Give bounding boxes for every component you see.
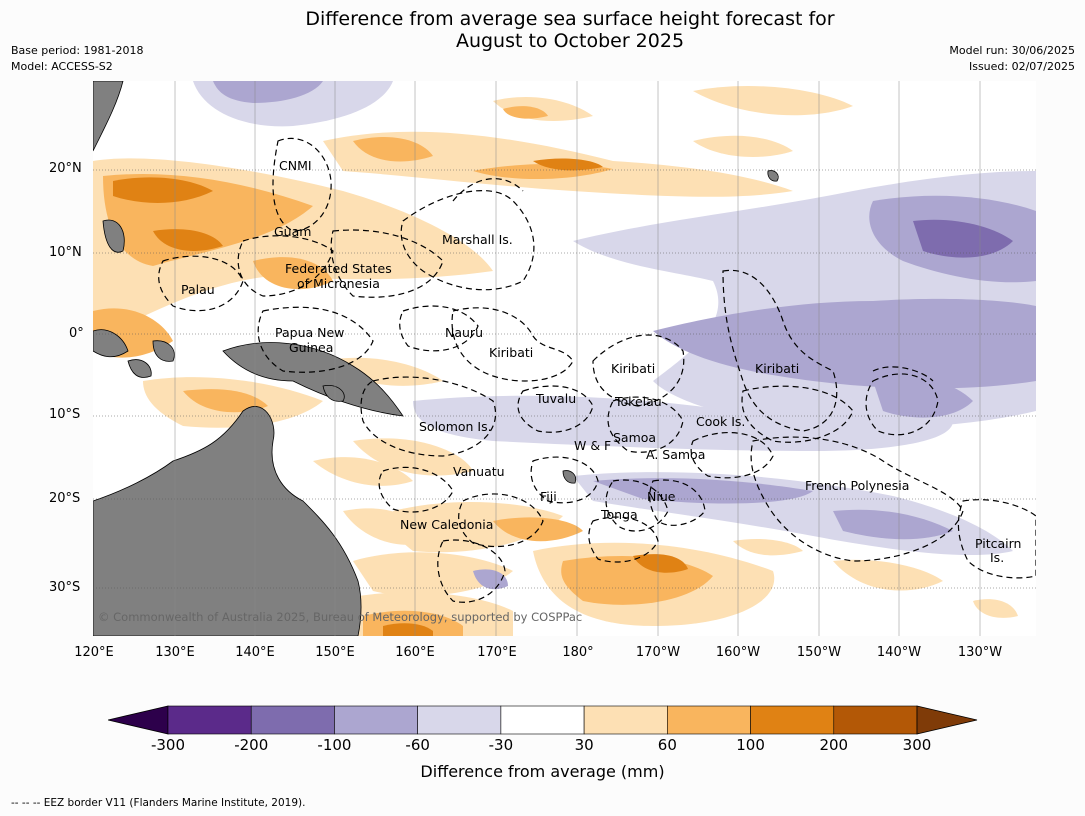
map-title: Difference from average sea surface heig… (220, 8, 920, 52)
label-kiribati-central: Kiribati (611, 361, 655, 376)
label-fiji: Fiji (540, 489, 557, 504)
colorbar-tick-label: -200 (234, 736, 269, 754)
lat-label-20s: 20°S (49, 491, 81, 506)
lon-label-170e: 170°E (477, 645, 517, 660)
lat-label-10s: 10°S (49, 407, 81, 422)
lat-label-0: 0° (69, 326, 84, 341)
label-vanuatu: Vanuatu (453, 464, 505, 479)
colorbar-tick-label: 100 (736, 736, 765, 754)
colorbar (108, 705, 978, 735)
colorbar-tick-label: 300 (902, 736, 932, 754)
lon-label-120e: 120°E (74, 645, 114, 660)
lon-label-170w: 170°W (635, 645, 681, 660)
colorbar-tick-label: 200 (819, 736, 849, 754)
meta-right: Model run: 30/06/2025 Issued: 02/07/2025 (949, 43, 1075, 75)
label-fsm-2: of Micronesia (297, 276, 380, 291)
label-palau: Palau (181, 282, 215, 297)
label-french-polynesia: French Polynesia (805, 478, 909, 493)
lat-label-10n: 10°N (49, 245, 82, 260)
lat-label-30s: 30°S (49, 580, 81, 595)
issued-date: Issued: 02/07/2025 (968, 60, 1075, 73)
colorbar-segment (583, 705, 668, 735)
label-pitcairn-2: Is. (990, 550, 1004, 565)
colorbar-segment (750, 705, 835, 735)
graticule (93, 169, 1036, 589)
colorbar-segment (667, 705, 751, 735)
lon-label-160e: 160°E (395, 645, 435, 660)
colorbar-segment (500, 705, 585, 735)
meridians (174, 81, 981, 636)
eez-borders (158, 137, 1036, 603)
label-pitcairn-1: Pitcairn (975, 536, 1021, 551)
label-cnmi: CNMI (279, 158, 312, 173)
positive-anomaly-fields (93, 86, 1018, 636)
label-wf: W & F (574, 438, 611, 453)
label-tokelau: Tokelau (614, 394, 662, 409)
colorbar-tick-label: -30 (488, 736, 514, 754)
colorbar-tick-label: -300 (150, 736, 186, 754)
lon-label-140w: 140°W (876, 645, 922, 660)
title-line-1: Difference from average sea surface heig… (305, 8, 835, 30)
colorbar-segment (250, 705, 335, 735)
copyright-notice: © Commonwealth of Australia 2025, Bureau… (98, 610, 582, 624)
label-solomon: Solomon Is. (419, 419, 492, 434)
lon-label-140e: 140°E (235, 645, 275, 660)
lon-label-130w: 130°W (957, 645, 1003, 660)
label-guam: Guam (274, 224, 311, 239)
label-kiribati-west: Kiribati (489, 345, 533, 360)
colorbar-segment (833, 705, 918, 735)
lat-label-20n: 20°N (49, 161, 82, 176)
meta-left: Base period: 1981-2018 Model: ACCESS-S2 (11, 43, 143, 75)
label-tuvalu: Tuvalu (535, 391, 576, 406)
negative-anomaly-fields (193, 81, 1036, 590)
colorbar-tick-label: -100 (317, 736, 352, 754)
sea-height-map: CNMI Guam Marshall Is. Federated States … (93, 81, 1036, 636)
label-samoa: Samoa (613, 430, 656, 445)
label-niue: Niue (647, 489, 676, 504)
lon-label-180: 180° (562, 645, 594, 660)
colorbar-segment (334, 705, 418, 735)
model-name: Model: ACCESS-S2 (11, 60, 113, 73)
lon-label-150w: 150°W (796, 645, 842, 660)
label-kiribati-east: Kiribati (755, 361, 799, 376)
title-line-2: August to October 2025 (455, 30, 685, 52)
colorbar-tick-label: -60 (405, 736, 430, 754)
label-nauru: Nauru (445, 325, 483, 340)
colorbar-tick-label: 30 (574, 736, 594, 754)
label-marshall: Marshall Is. (442, 232, 513, 247)
lon-label-160w: 160°W (715, 645, 761, 660)
colorbar-segment (417, 705, 502, 735)
label-png-2: Guinea (289, 340, 333, 355)
eez-labels: CNMI Guam Marshall Is. Federated States … (181, 158, 1021, 565)
label-fsm-1: Federated States (285, 261, 392, 276)
model-run: Model run: 30/06/2025 (949, 44, 1075, 57)
colorbar-overflow (916, 705, 978, 735)
base-period: Base period: 1981-2018 (11, 44, 144, 57)
label-asamoa: A. Samoa (646, 447, 705, 462)
eez-footnote: -- -- -- EEZ border V11 (Flanders Marine… (11, 797, 306, 809)
lon-label-130e: 130°E (155, 645, 195, 660)
land-masses (93, 81, 779, 636)
label-tonga: Tonga (600, 507, 638, 522)
label-new-caledonia: New Caledonia (400, 517, 493, 532)
map-canvas: CNMI Guam Marshall Is. Federated States … (93, 81, 1036, 636)
colorbar-segments (167, 705, 918, 735)
label-cook: Cook Is. (696, 414, 745, 429)
colorbar-underflow (108, 705, 169, 735)
colorbar-segment (167, 705, 252, 735)
label-png-1: Papua New (275, 325, 344, 340)
colorbar-label: Difference from average (mm) (420, 762, 665, 781)
lon-label-150e: 150°E (315, 645, 355, 660)
colorbar-tick-label: 60 (657, 736, 677, 754)
